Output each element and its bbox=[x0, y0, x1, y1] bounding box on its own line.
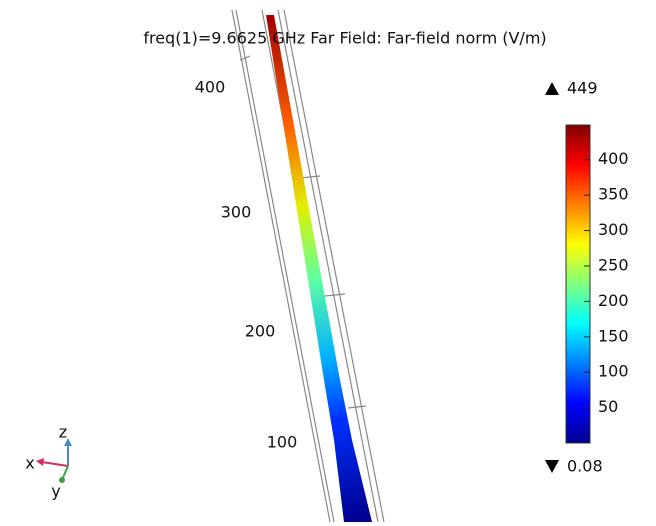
scale-label: 400 bbox=[195, 78, 226, 97]
plot-title: freq(1)=9.6625 GHz Far Field: Far-field … bbox=[143, 29, 546, 48]
scale-labels: 400 300 200 100 bbox=[195, 78, 298, 452]
colorbar-tick-label: 300 bbox=[598, 220, 629, 239]
colorbar-tick-label: 50 bbox=[598, 397, 618, 416]
scale-label: 100 bbox=[267, 433, 298, 452]
min-icon bbox=[545, 460, 559, 473]
triad-y: y bbox=[51, 482, 60, 501]
colorbar-tick-label: 200 bbox=[598, 291, 629, 310]
scale-label: 300 bbox=[221, 203, 252, 222]
triad-z: z bbox=[59, 423, 67, 442]
colorbar-tick-label: 350 bbox=[598, 185, 629, 204]
colorbar-tick-label: 150 bbox=[598, 326, 629, 345]
colorbar-tick-label: 400 bbox=[598, 149, 629, 168]
triad-x: x bbox=[25, 454, 34, 473]
colorbar-max: 449 bbox=[567, 79, 598, 98]
max-icon bbox=[545, 82, 559, 95]
colorbar-min: 0.08 bbox=[567, 457, 603, 476]
colorbar-ticks: 50 100 150 200 250 300 350 400 bbox=[584, 149, 629, 416]
scale-label: 200 bbox=[245, 322, 276, 341]
axis-triad: z x y bbox=[25, 423, 72, 501]
page: freq(1)=9.6625 GHz Far Field: Far-field … bbox=[0, 0, 656, 522]
colorbar-tick-label: 100 bbox=[598, 362, 629, 381]
plot: freq(1)=9.6625 GHz Far Field: Far-field … bbox=[0, 0, 656, 522]
colorbar bbox=[566, 125, 590, 443]
colorbar-tick-label: 250 bbox=[598, 255, 629, 274]
